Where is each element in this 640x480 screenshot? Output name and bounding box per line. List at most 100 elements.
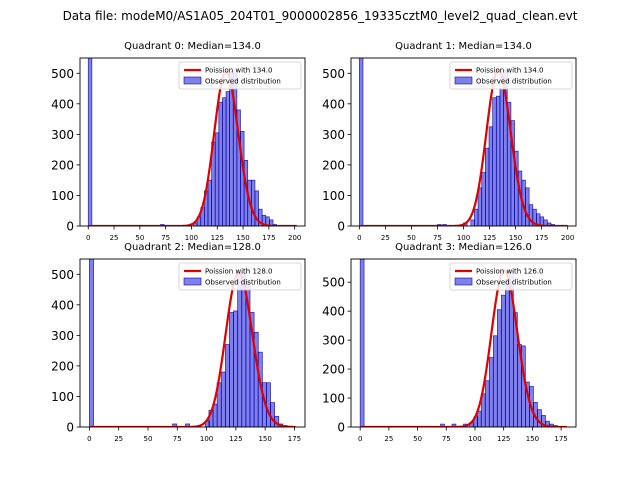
x-tick-label: 175 bbox=[554, 435, 567, 443]
histogram-bar bbox=[87, 58, 93, 226]
y-tick-label: 500 bbox=[322, 276, 345, 290]
histogram-bar bbox=[207, 179, 212, 226]
histogram-bar bbox=[222, 97, 227, 226]
legend: Poission with 126.0 Observed distribution bbox=[449, 262, 573, 291]
histogram-bar bbox=[470, 219, 475, 226]
x-tick-label: 0 bbox=[86, 234, 90, 242]
legend-box bbox=[178, 262, 302, 291]
legend: Poission with 134.0 Observed distribution bbox=[449, 61, 573, 90]
quadrant-title: Quadrant 1: Median=134.0 bbox=[395, 41, 532, 52]
quadrant-3-chart: 0 25 50 75 100 125 150 175 0 100 200 300 400 500 Quadr… bbox=[322, 242, 577, 443]
legend: Poission with 134.0 Observed distribution bbox=[178, 61, 302, 90]
x-tick-label: 175 bbox=[288, 435, 301, 443]
quadrant-title: Quadrant 0: Median=134.0 bbox=[124, 41, 261, 52]
histogram-bar bbox=[476, 410, 482, 427]
x-tick-label: 150 bbox=[509, 234, 522, 242]
histogram-bar bbox=[499, 88, 504, 226]
histogram-bar bbox=[359, 259, 365, 427]
poisson-curve bbox=[361, 269, 567, 427]
x-tick-label: 150 bbox=[236, 234, 249, 242]
legend-line-label: Poission with 134.0 bbox=[476, 67, 544, 75]
y-tick-label: 0 bbox=[337, 421, 345, 435]
legend-bar-label: Observed distribution bbox=[476, 279, 552, 287]
y-tick-label: 0 bbox=[66, 220, 74, 234]
x-tick-label: 125 bbox=[497, 435, 510, 443]
x-tick-label: 125 bbox=[211, 234, 224, 242]
legend-line-label: Poission with 134.0 bbox=[205, 67, 273, 75]
x-tick-label: 150 bbox=[258, 435, 271, 443]
y-tick-label: 0 bbox=[66, 421, 74, 435]
histogram-bar bbox=[214, 132, 220, 226]
x-tick-label: 50 bbox=[407, 234, 416, 242]
y-tick-label: 0 bbox=[337, 220, 345, 234]
legend-bar-swatch bbox=[183, 277, 202, 286]
y-tick-label: 300 bbox=[51, 329, 74, 343]
y-tick-label: 400 bbox=[51, 298, 74, 312]
x-tick-label: 25 bbox=[381, 234, 390, 242]
quadrant-title: Quadrant 3: Median=126.0 bbox=[395, 242, 532, 253]
axes-frame bbox=[79, 57, 306, 227]
histogram-bar bbox=[241, 272, 247, 427]
histogram-bar bbox=[220, 371, 226, 427]
x-tick-label: 50 bbox=[413, 435, 422, 443]
poisson-curve bbox=[90, 271, 296, 427]
y-tick-label: 100 bbox=[322, 189, 345, 203]
legend-box bbox=[449, 61, 573, 90]
quadrant-1-chart: 0 25 50 75 100 125 150 175 200 0 100 200 300 400 500 Qu… bbox=[322, 41, 577, 242]
poisson-curve bbox=[360, 69, 568, 226]
y-tick-label: 200 bbox=[322, 363, 345, 377]
x-tick-label: 150 bbox=[526, 435, 539, 443]
x-tick-label: 75 bbox=[173, 435, 182, 443]
histogram-bar bbox=[485, 147, 490, 226]
x-tick-label: 75 bbox=[161, 234, 170, 242]
legend-bar-label: Observed distribution bbox=[476, 78, 552, 86]
x-tick-label: 125 bbox=[229, 435, 242, 443]
histogram-bar bbox=[492, 335, 498, 427]
x-tick-label: 175 bbox=[535, 234, 548, 242]
x-tick-label: 25 bbox=[110, 234, 119, 242]
y-tick-label: 300 bbox=[51, 128, 74, 142]
y-tick-label: 100 bbox=[51, 390, 74, 404]
histogram-bar bbox=[229, 312, 234, 427]
x-tick-label: 50 bbox=[135, 234, 144, 242]
histogram-bar bbox=[525, 187, 530, 226]
histogram-bar bbox=[185, 423, 191, 427]
histogram-bar bbox=[240, 130, 245, 226]
x-tick-label: 125 bbox=[483, 234, 496, 242]
legend-bar-label: Observed distribution bbox=[205, 279, 281, 287]
histogram-bar bbox=[224, 344, 230, 427]
legend: Poission with 128.0 Observed distribution bbox=[178, 262, 302, 291]
histogram-bar bbox=[488, 126, 494, 226]
quadrant-title: Quadrant 2: Median=128.0 bbox=[124, 242, 261, 253]
quadrant-3-plot-area bbox=[359, 259, 567, 427]
histogram-bar bbox=[488, 357, 494, 427]
histogram-bar bbox=[501, 294, 506, 427]
y-tick-label: 100 bbox=[51, 189, 74, 203]
histogram-bar bbox=[497, 309, 502, 427]
y-tick-label: 500 bbox=[51, 67, 74, 81]
y-tick-label: 400 bbox=[51, 97, 74, 111]
y-tick-label: 400 bbox=[322, 97, 345, 111]
quadrant-0-chart: 0 25 50 75 100 125 150 175 200 0 100 200 300 400 500 Qu… bbox=[51, 41, 306, 242]
x-tick-label: 200 bbox=[288, 234, 301, 242]
y-tick-label: 200 bbox=[322, 158, 345, 172]
y-tick-label: 500 bbox=[51, 268, 74, 282]
histogram-bar bbox=[474, 208, 479, 226]
y-tick-label: 100 bbox=[322, 392, 345, 406]
poisson-curve bbox=[89, 70, 297, 226]
x-tick-label: 0 bbox=[358, 435, 362, 443]
histogram-bar bbox=[269, 219, 274, 226]
histogram-bar bbox=[505, 278, 510, 427]
x-tick-label: 50 bbox=[144, 435, 153, 443]
y-tick-label: 500 bbox=[322, 67, 345, 81]
x-tick-label: 175 bbox=[262, 234, 275, 242]
histogram-bar bbox=[89, 259, 94, 427]
histogram-bar bbox=[358, 58, 364, 226]
axes-frame bbox=[79, 258, 306, 428]
quadrant-0-plot-area bbox=[87, 58, 297, 226]
histogram-bar bbox=[492, 97, 497, 226]
legend-line-label: Poission with 128.0 bbox=[205, 268, 273, 276]
x-tick-label: 75 bbox=[433, 234, 442, 242]
x-tick-label: 25 bbox=[114, 435, 123, 443]
